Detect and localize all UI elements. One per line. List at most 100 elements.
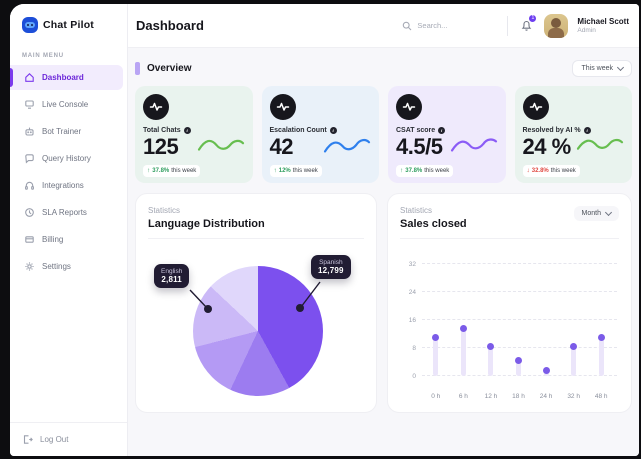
range-label: This week xyxy=(581,65,613,72)
sidebar-item-dashboard[interactable]: Dashboard xyxy=(10,65,123,90)
sales-closed-card: Statistics Sales closed Month 0 8 16 24 32 0 … xyxy=(387,193,632,413)
stat-card-total-chats: Total Chats i 125 ↑ 37.8% this week xyxy=(135,86,253,183)
sidebar-item-bot-trainer[interactable]: Bot Trainer xyxy=(10,119,123,144)
lollipop-dot[interactable] xyxy=(432,334,440,341)
chevron-down-icon xyxy=(616,63,625,72)
gridline xyxy=(422,347,617,348)
week-range-selector[interactable]: This week xyxy=(572,60,632,77)
sidebar-item-label: Dashboard xyxy=(42,73,84,82)
delta-badge: ↓ 32.8% this week xyxy=(522,164,580,177)
sidebar-item-label: Settings xyxy=(42,262,71,271)
sidebar-item-label: SLA Reports xyxy=(42,208,87,217)
info-icon[interactable]: i xyxy=(183,127,191,134)
x-axis-label: 12 h xyxy=(484,393,498,400)
sparkline xyxy=(576,138,624,150)
overview-accent-bar xyxy=(135,62,140,75)
overview-title: Overview xyxy=(147,63,192,74)
sparkline xyxy=(197,139,244,151)
delta-badge: ↑ 37.8% this week xyxy=(143,164,201,177)
delta-value: 12% xyxy=(278,167,291,174)
x-axis-label: 24 h xyxy=(539,393,553,400)
sidebar: Chat Pilot MAIN MENU Dashboard Live Cons… xyxy=(10,4,128,456)
search-box[interactable] xyxy=(402,21,498,31)
info-icon[interactable]: i xyxy=(329,127,337,134)
x-axis-label: 18 h xyxy=(512,393,525,400)
logout-button[interactable]: Log Out xyxy=(10,422,127,456)
stat-card-csat-score: CSAT score i 4.5/5 ↑ 37.8% this week xyxy=(388,86,506,183)
monitor-icon xyxy=(25,100,34,109)
logo-text: Chat Pilot xyxy=(43,19,94,31)
lollipop-stem xyxy=(460,328,466,376)
user-name: Michael Scott xyxy=(577,16,629,26)
lollipop-dot[interactable] xyxy=(515,356,522,364)
sidebar-item-live-console[interactable]: Live Console xyxy=(10,92,123,117)
menu-section-label: MAIN MENU xyxy=(22,53,64,59)
search-input[interactable] xyxy=(417,21,496,30)
header: Dashboard 1 Michael Scott Admin xyxy=(128,4,639,48)
sidebar-item-label: Query History xyxy=(42,154,91,163)
stat-card-resolved-by-ai: Resolved by AI % i 24 % ↓ 32.8% this wee… xyxy=(514,86,632,183)
lollipop-stem xyxy=(571,346,577,376)
info-icon[interactable]: i xyxy=(583,127,591,134)
user-info: Michael Scott Admin xyxy=(577,17,629,34)
bot-icon xyxy=(25,127,34,136)
pie-area: English 2,811 Spanish 12,799 xyxy=(148,242,364,410)
sparkline xyxy=(450,138,497,152)
notifications-button[interactable]: 1 xyxy=(517,13,538,35)
sidebar-item-query-history[interactable]: Query History xyxy=(10,146,123,171)
tooltip-value: 12,799 xyxy=(318,266,344,275)
y-axis-tick: 16 xyxy=(408,317,416,324)
main-area: Dashboard 1 Michael Scott Admin xyxy=(128,4,639,456)
x-axis-label: 6 h xyxy=(458,393,468,400)
pie-tooltip-spanish: Spanish 12,799 xyxy=(311,255,351,279)
user-role: Admin xyxy=(577,27,596,35)
chart-title: Language Distribution xyxy=(148,218,265,230)
notification-badge: 1 xyxy=(528,13,538,23)
logout-label: Log Out xyxy=(40,435,69,444)
lollipop-stem xyxy=(433,337,439,376)
lollipop-dot[interactable] xyxy=(487,342,495,350)
card-eyebrow: Statistics xyxy=(400,206,433,215)
tooltip-value: 2,811 xyxy=(161,275,182,284)
language-pie[interactable] xyxy=(193,266,323,396)
lollipop-stem xyxy=(516,360,521,376)
tooltip-label: English xyxy=(161,268,183,275)
gridline xyxy=(422,319,617,320)
card-value: 24 % xyxy=(522,134,572,159)
sidebar-item-integrations[interactable]: Integrations xyxy=(10,173,123,198)
pulse-icon xyxy=(269,94,296,120)
sidebar-item-sla-reports[interactable]: SLA Reports xyxy=(10,200,123,225)
month-range-selector[interactable]: Month xyxy=(573,206,619,221)
sidebar-item-settings[interactable]: Settings xyxy=(10,254,123,279)
delta-suffix: this week xyxy=(550,167,576,174)
headset-icon xyxy=(25,181,34,190)
arrow-down-icon: ↓ xyxy=(526,167,530,175)
delta-value: 37.8% xyxy=(152,167,170,174)
stat-card-escalation-count: Escalation Count i 42 ↑ 12% this week xyxy=(261,86,379,183)
lollipop-stem xyxy=(598,337,604,376)
lollipop-dot[interactable] xyxy=(597,334,605,341)
pulse-icon xyxy=(396,94,422,120)
lollipop-dot[interactable] xyxy=(570,342,578,350)
info-icon[interactable]: i xyxy=(438,127,446,134)
sidebar-item-billing[interactable]: Billing xyxy=(10,227,123,252)
y-axis-tick: 0 xyxy=(412,373,416,380)
pulse-icon xyxy=(522,94,549,120)
x-axis-label: 32 h xyxy=(567,393,580,400)
card-value: 42 xyxy=(269,134,294,159)
arrow-up-icon: ↑ xyxy=(273,167,277,175)
lollipop-dot[interactable] xyxy=(542,367,550,375)
avatar[interactable] xyxy=(544,13,569,38)
logo[interactable]: Chat Pilot xyxy=(10,4,127,43)
y-axis-tick: 32 xyxy=(408,261,416,268)
range-label: Month xyxy=(581,210,601,217)
lollipop-dot[interactable] xyxy=(459,325,467,333)
logout-icon xyxy=(23,435,33,444)
card-label: Escalation Count xyxy=(269,127,327,134)
sales-chart[interactable]: 0 8 16 24 32 0 h 6 h 12 h 18 h 24 h 32 h 48 h xyxy=(400,243,619,400)
chat-bubble-icon xyxy=(25,154,34,164)
delta-value: 32.8% xyxy=(531,167,549,174)
chart-title: Sales closed xyxy=(400,218,467,230)
divider xyxy=(148,238,364,239)
bell-icon xyxy=(521,20,532,31)
